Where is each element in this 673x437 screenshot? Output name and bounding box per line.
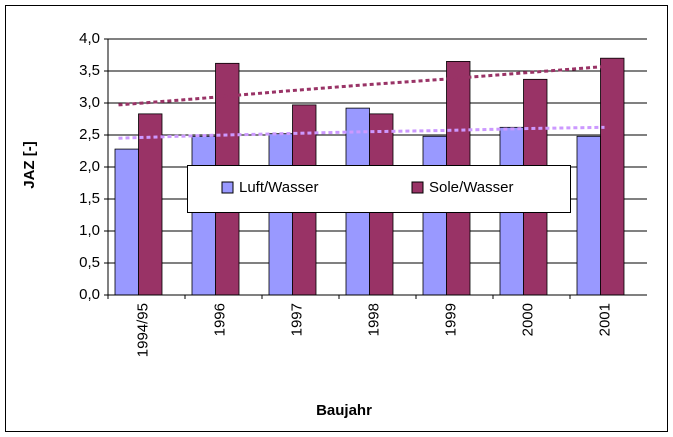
bar: [191, 135, 216, 296]
x-tick-label: 2000: [519, 303, 536, 336]
trend-line: [118, 65, 605, 107]
legend-label: Sole/Wasser: [429, 179, 513, 196]
legend-swatch: [411, 181, 424, 194]
y-tick-label: 2,5: [79, 126, 100, 143]
bar: [114, 148, 139, 296]
y-tick-label: 3,0: [79, 94, 100, 111]
y-tick-label: 2,0: [79, 158, 100, 175]
legend-box: [187, 165, 571, 213]
y-tick-label: 0,5: [79, 254, 100, 271]
x-tick-label: 1997: [288, 303, 305, 336]
legend-swatch: [221, 181, 234, 194]
bar: [138, 113, 163, 296]
x-tick-label: 2001: [596, 303, 613, 336]
x-tick-label: 1996: [211, 303, 228, 336]
y-tick-label: 1,5: [79, 190, 100, 207]
y-tick-label: 0,0: [79, 286, 100, 303]
bar: [576, 135, 601, 296]
x-axis-title: Baujahr: [316, 402, 372, 419]
y-tick-label: 1,0: [79, 222, 100, 239]
bar: [600, 57, 625, 296]
legend-label: Luft/Wasser: [239, 179, 318, 196]
bar: [422, 135, 447, 296]
x-tick-label: 1999: [442, 303, 459, 336]
bar: [268, 133, 293, 296]
x-tick-label: 1994/95: [134, 303, 151, 357]
y-axis-title: JAZ [-]: [21, 141, 38, 189]
y-tick-label: 3,5: [79, 62, 100, 79]
x-tick-label: 1998: [365, 303, 382, 336]
y-tick-label: 4,0: [79, 30, 100, 47]
